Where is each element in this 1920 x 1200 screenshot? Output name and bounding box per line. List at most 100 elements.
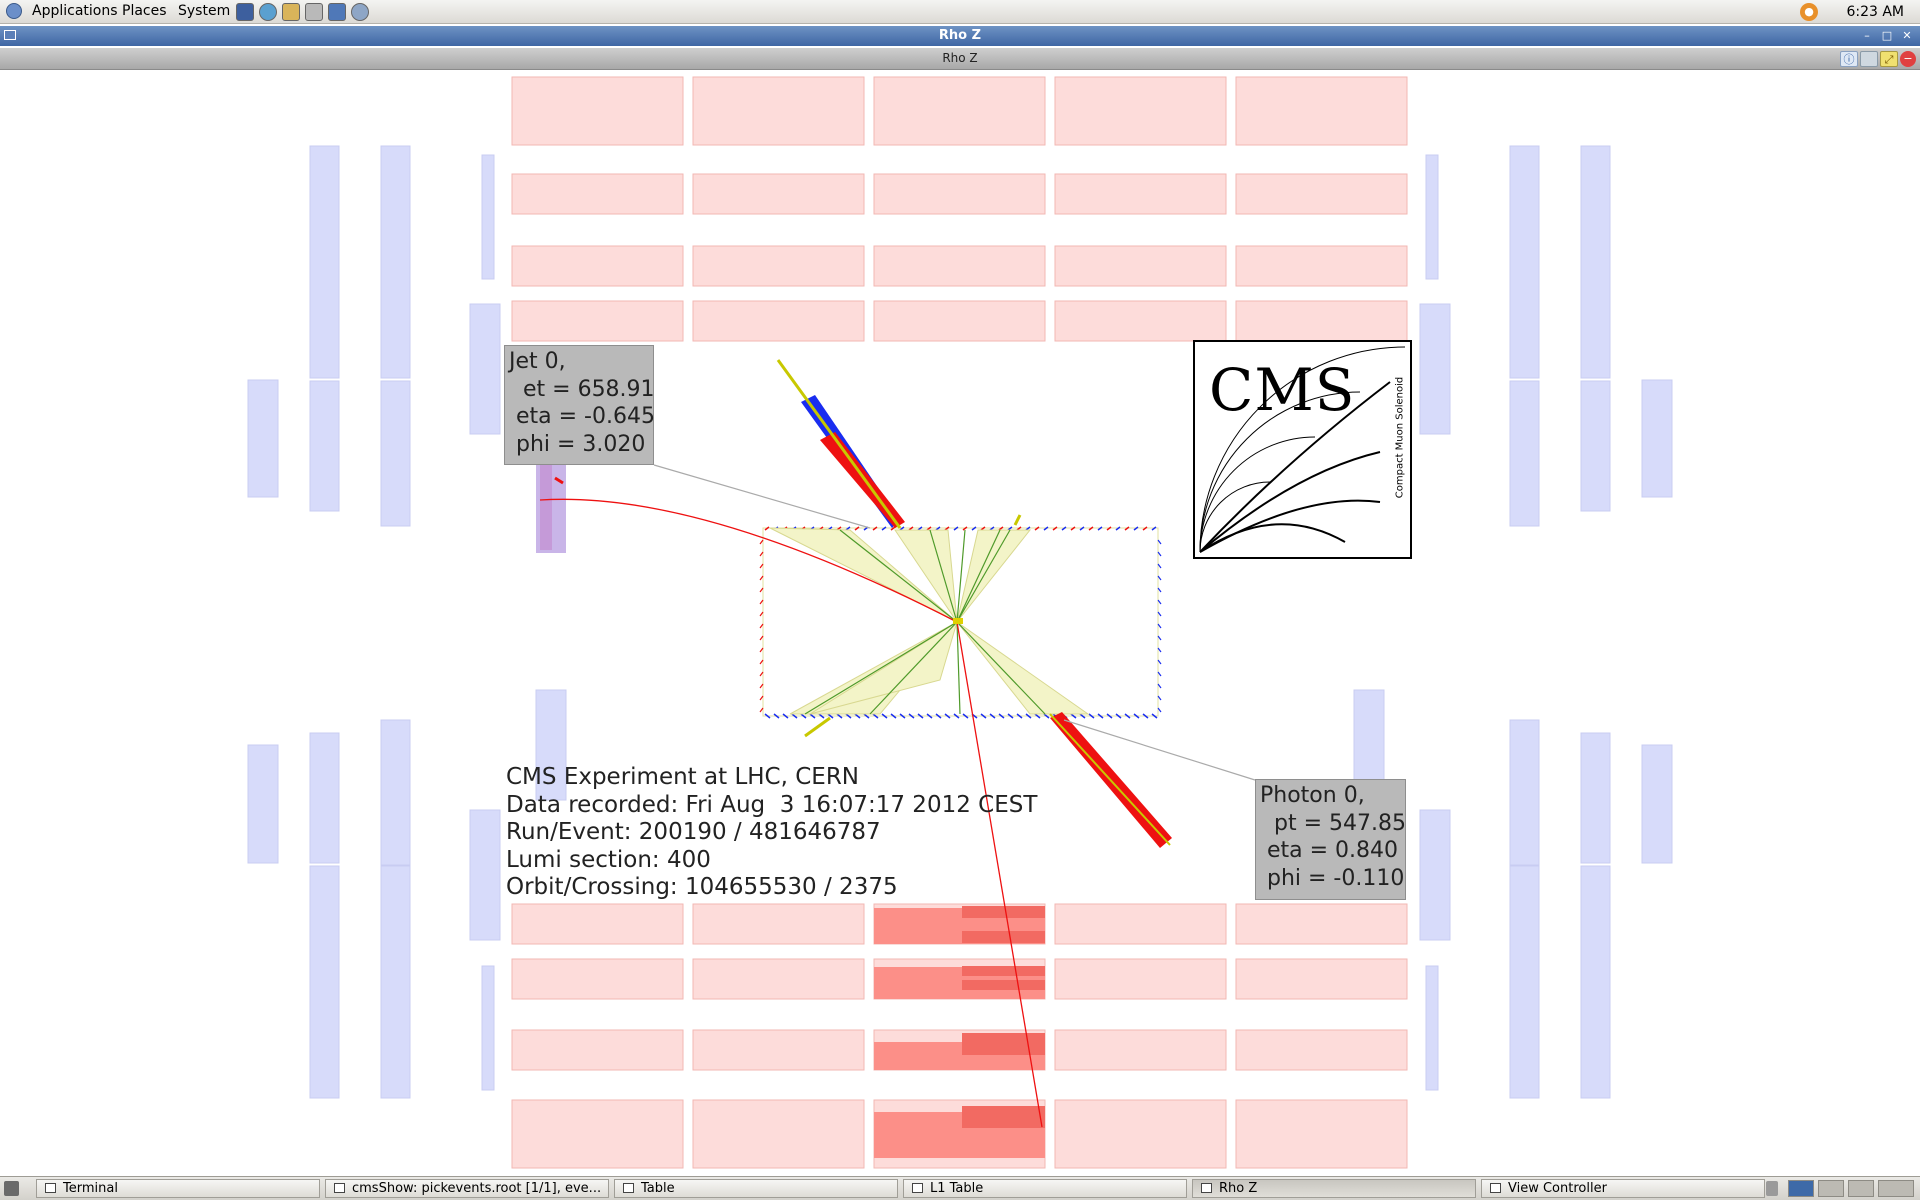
workspace-2[interactable] [1818, 1180, 1844, 1197]
update-notifier-icon[interactable]: ● [1800, 3, 1818, 21]
muon-chamber [1235, 245, 1408, 287]
ecal-hit [1157, 611, 1162, 617]
ecal-hit [1133, 526, 1139, 531]
show-desktop-icon[interactable] [4, 1181, 19, 1196]
window-icon [45, 1183, 56, 1193]
event-info-line1: CMS Experiment at LHC, CERN [506, 764, 860, 790]
ecal-hit [1124, 713, 1131, 719]
ecal-hit [773, 713, 780, 719]
task-label: cmsShow: pickevents.root [1/1], eve... [352, 1181, 602, 1196]
ecal-hit [1157, 587, 1162, 593]
ecal-hit [1007, 713, 1014, 719]
detector-canvas[interactable] [0, 70, 1920, 1170]
ecal-hit [1043, 526, 1049, 531]
task-table[interactable]: Table [614, 1179, 898, 1198]
muon-chamber [511, 1029, 684, 1071]
muon-chamber [873, 300, 1046, 342]
muon-track [539, 498, 958, 623]
file-manager-icon[interactable] [282, 3, 300, 21]
endcap-chamber [469, 809, 501, 941]
maximize-icon[interactable]: □ [1881, 29, 1893, 42]
ecal-hit [1079, 526, 1085, 531]
muon-chamber [873, 245, 1046, 287]
screenshot-icon[interactable] [328, 3, 346, 21]
muon-chamber [1235, 76, 1408, 146]
endcap-chamber [247, 744, 279, 864]
muon-chamber [692, 245, 865, 287]
browser-icon[interactable] [259, 3, 277, 21]
endcap-chamber [1580, 732, 1611, 864]
workspace-3[interactable] [1848, 1180, 1874, 1197]
ecal-hit [782, 713, 789, 719]
ecal-hit [971, 526, 977, 531]
ecal-hit [845, 713, 852, 719]
task-rho-z[interactable]: Rho Z [1192, 1179, 1476, 1198]
info-icon[interactable]: ⓘ [1840, 51, 1858, 67]
task-l1-table[interactable]: L1 Table [903, 1179, 1187, 1198]
ecal-hit [759, 623, 764, 629]
workspace-4[interactable] [1878, 1180, 1914, 1197]
event-info-line3: Run/Event: 200190 / 481646787 [506, 819, 881, 845]
save-image-icon[interactable] [1860, 51, 1878, 67]
clock[interactable]: 6:23 AM [1846, 4, 1904, 20]
muon-chamber [1054, 1029, 1227, 1071]
ecal-hit [759, 563, 764, 569]
ecal-hit [764, 526, 770, 531]
editor-icon[interactable] [305, 3, 323, 21]
ecal-hit [998, 713, 1005, 719]
gnome-foot-icon[interactable] [6, 3, 22, 19]
terminal-icon[interactable] [236, 3, 254, 21]
ecal-hit [890, 713, 897, 719]
ecal-hit [917, 713, 924, 719]
task-cmsshow[interactable]: cmsShow: pickevents.root [1/1], eve... [325, 1179, 609, 1198]
task-label: Table [641, 1181, 675, 1196]
cms-logo: CMS Compact Muon Solenoid [1193, 340, 1412, 559]
endcap-chamber [1641, 379, 1673, 498]
endcap-chamber [1509, 380, 1540, 527]
window-icon [623, 1183, 634, 1193]
ecal-hit [881, 526, 887, 531]
maximize-view-icon[interactable]: ⤢ [1880, 51, 1898, 67]
close-view-icon[interactable]: − [1900, 51, 1916, 67]
ecal-hit [953, 713, 960, 719]
window-menu-icon[interactable] [4, 30, 16, 40]
ecal-hit [926, 713, 933, 719]
ecal-hit [1061, 526, 1067, 531]
ecal-hit [989, 713, 996, 719]
menu-system[interactable]: System [178, 3, 231, 19]
close-icon[interactable]: ✕ [1902, 29, 1912, 42]
jet-label-line3: eta = -0.645 [509, 404, 655, 429]
muon-chamber [1235, 903, 1408, 945]
photon-label-line4: phi = -0.110 [1260, 865, 1405, 891]
cms-logo-text: CMS [1209, 356, 1356, 424]
task-view-controller[interactable]: View Controller [1481, 1179, 1765, 1198]
minimize-icon[interactable]: – [1864, 29, 1870, 42]
menu-places[interactable]: Places [122, 3, 167, 19]
charged-track [956, 621, 961, 715]
ecal-hit [1097, 526, 1103, 531]
window-titlebar[interactable]: Rho Z – □ ✕ [0, 26, 1920, 46]
muon-chamber [511, 903, 684, 945]
charged-track [956, 529, 1011, 623]
ecal-hit [1025, 713, 1032, 719]
task-terminal[interactable]: Terminal [36, 1179, 320, 1198]
ecal-hit [1157, 563, 1162, 569]
ecal-hit [1052, 526, 1058, 531]
ecal-hit [1157, 671, 1162, 677]
endcap-chamber [380, 380, 411, 527]
muon-chamber [1235, 300, 1408, 342]
trash-icon[interactable] [1766, 1181, 1778, 1196]
ecal-hit [1151, 713, 1158, 719]
menu-applications[interactable]: Applications [32, 3, 118, 19]
rho-z-event-display[interactable]: Jet 0, et = 658.91 eta = -0.645 phi = 3.… [0, 70, 1920, 1170]
ecal-hit [1157, 647, 1162, 653]
ecal-hit [854, 526, 860, 531]
network-icon[interactable] [351, 3, 369, 21]
workspace-1[interactable] [1788, 1180, 1814, 1197]
ecal-hit [953, 526, 959, 531]
muon-chamber [1054, 1099, 1227, 1169]
jet-label-line4: phi = 3.020 [509, 431, 646, 457]
ecal-hit [962, 526, 968, 531]
ecal-hit [1157, 659, 1162, 665]
muon-chamber [1235, 173, 1408, 215]
